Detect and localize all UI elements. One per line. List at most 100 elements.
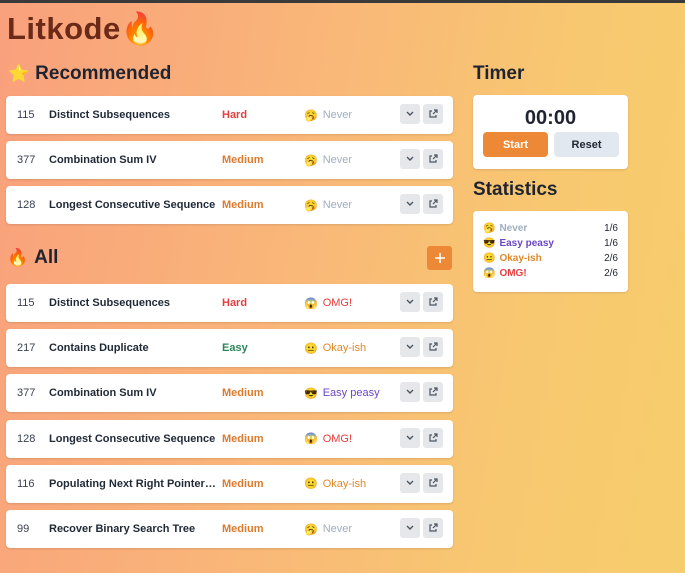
external-link-icon [429, 297, 438, 306]
difficulty-label: Medium [222, 154, 264, 166]
problem-name: Distinct Subsequences [49, 297, 171, 309]
status-emoji-icon: 😐 [304, 342, 318, 355]
difficulty-label: Medium [222, 523, 264, 535]
open-link-button[interactable] [423, 382, 443, 403]
timer-display: 00:00 [524, 107, 577, 129]
expand-button[interactable] [400, 518, 420, 538]
status: 😱 OMG! [304, 297, 352, 310]
problem-row[interactable]: 217 Contains Duplicate Easy 😐 Okay-ish [6, 329, 453, 368]
chevron-down-icon [406, 344, 414, 350]
chevron-down-icon [406, 480, 414, 485]
problem-name: Contains Duplicate [49, 342, 149, 355]
status-emoji-icon: 😎 [304, 387, 318, 400]
problem-name: Populating Next Right Pointers in E... [49, 477, 217, 490]
difficulty-label: Medium [222, 199, 264, 211]
top-bar [0, 0, 685, 3]
status: 😐 Okay-ish [304, 477, 367, 491]
expand-button[interactable] [400, 104, 420, 124]
stat-emoji-icon: 😐 [483, 253, 496, 264]
stat-emoji-icon: 🥱 [483, 223, 496, 234]
external-link-icon [429, 523, 438, 532]
status-emoji-icon: 🥱 [304, 523, 318, 536]
problem-row[interactable]: 116 Populating Next Right Pointers in E.… [6, 464, 453, 503]
external-link-icon [429, 154, 438, 163]
difficulty-label: Hard [222, 297, 248, 309]
plus-icon [434, 253, 445, 263]
expand-button[interactable] [400, 427, 420, 448]
open-link-button[interactable] [423, 518, 443, 538]
open-link-button[interactable] [423, 337, 443, 358]
recommended-heading: ⭐ Recommended [8, 63, 171, 85]
stat-count: 1/6 [604, 238, 618, 249]
problem-id: 377 [17, 387, 36, 400]
status-label: Okay-ish [322, 477, 367, 490]
expand-button[interactable] [400, 472, 420, 493]
open-link-button[interactable] [423, 104, 443, 124]
open-link-button[interactable] [423, 292, 443, 312]
stat-emoji-icon: 😎 [483, 238, 496, 249]
statistics-card: 🥱 Never 1/6 😎 Easy peasy 1/6 😐 Okay-ish 2/6 😱 OMG!… [473, 211, 628, 292]
status-label: Never [322, 154, 353, 166]
status-emoji-icon: 😐 [304, 478, 318, 491]
status-label: Easy peasy [322, 387, 380, 400]
problem-row[interactable]: 377 Combination Sum IV Medium 😎 Easy pea… [6, 374, 453, 413]
status: 😐 Okay-ish [304, 342, 366, 355]
add-problem-button[interactable] [427, 246, 452, 270]
expand-button[interactable] [400, 382, 420, 403]
stat-label: 😎 Easy peasy [483, 238, 554, 249]
difficulty-label: Hard [222, 109, 248, 121]
chevron-down-icon [406, 525, 414, 530]
problem-row[interactable]: 377 Combination Sum IV Medium 🥱 Never [6, 141, 453, 179]
stat-count: 2/6 [604, 253, 618, 264]
status: 🥱 Never [304, 109, 352, 122]
problem-id: 115 [17, 109, 35, 121]
difficulty-label: Medium [222, 477, 264, 490]
stat-row: 😱 OMG! 2/6 [483, 268, 618, 279]
problem-id: 99 [17, 523, 30, 535]
stat-label: 🥱 Never [483, 223, 527, 234]
status: 🥱 Never [304, 154, 352, 167]
open-link-button[interactable] [423, 427, 443, 448]
open-link-button[interactable] [423, 194, 443, 214]
status-label: OMG! [322, 297, 353, 309]
status-label: Never [322, 523, 353, 535]
recommended-title: Recommended [35, 63, 172, 84]
timer-heading: Timer [473, 63, 524, 85]
problem-row[interactable]: 128 Longest Consecutive Sequence Medium … [6, 186, 453, 224]
difficulty-label: Easy [222, 342, 248, 355]
status-emoji-icon: 🥱 [304, 154, 318, 167]
open-link-button[interactable] [423, 472, 443, 493]
chevron-down-icon [406, 435, 414, 440]
start-button[interactable]: Start [483, 132, 548, 157]
open-link-button[interactable] [423, 149, 443, 169]
problem-row[interactable]: 115 Distinct Subsequences Hard 😱 OMG! [6, 284, 453, 322]
problem-id: 128 [17, 199, 36, 211]
status: 🥱 Never [304, 523, 352, 536]
expand-button[interactable] [400, 194, 420, 214]
problem-row[interactable]: 115 Distinct Subsequences Hard 🥱 Never [6, 96, 453, 134]
problem-name: Combination Sum IV [49, 387, 157, 400]
stat-name: Okay-ish [499, 253, 542, 264]
external-link-icon [429, 109, 438, 118]
stat-name: OMG! [499, 268, 527, 279]
status: 🥱 Never [304, 199, 352, 212]
stat-row: 😐 Okay-ish 2/6 [483, 253, 618, 264]
problem-row[interactable]: 99 Recover Binary Search Tree Medium 🥱 N… [6, 510, 453, 548]
stat-label: 😐 Okay-ish [483, 253, 542, 264]
expand-button[interactable] [400, 337, 420, 358]
external-link-icon [429, 199, 438, 208]
external-link-icon [429, 342, 438, 351]
reset-button[interactable]: Reset [554, 132, 619, 157]
problem-row[interactable]: 128 Longest Consecutive Sequence Medium … [6, 419, 453, 458]
status-label: Okay-ish [322, 342, 367, 355]
timer-title: Timer [473, 63, 525, 84]
expand-button[interactable] [400, 149, 420, 169]
expand-button[interactable] [400, 292, 420, 312]
fire-icon: 🔥 [120, 11, 160, 46]
chevron-down-icon [406, 389, 414, 395]
problem-name: Recover Binary Search Tree [49, 523, 196, 535]
problem-name: Distinct Subsequences [49, 109, 171, 121]
app-title: Litkode [7, 11, 121, 46]
external-link-icon [429, 432, 438, 442]
chevron-down-icon [406, 201, 414, 206]
